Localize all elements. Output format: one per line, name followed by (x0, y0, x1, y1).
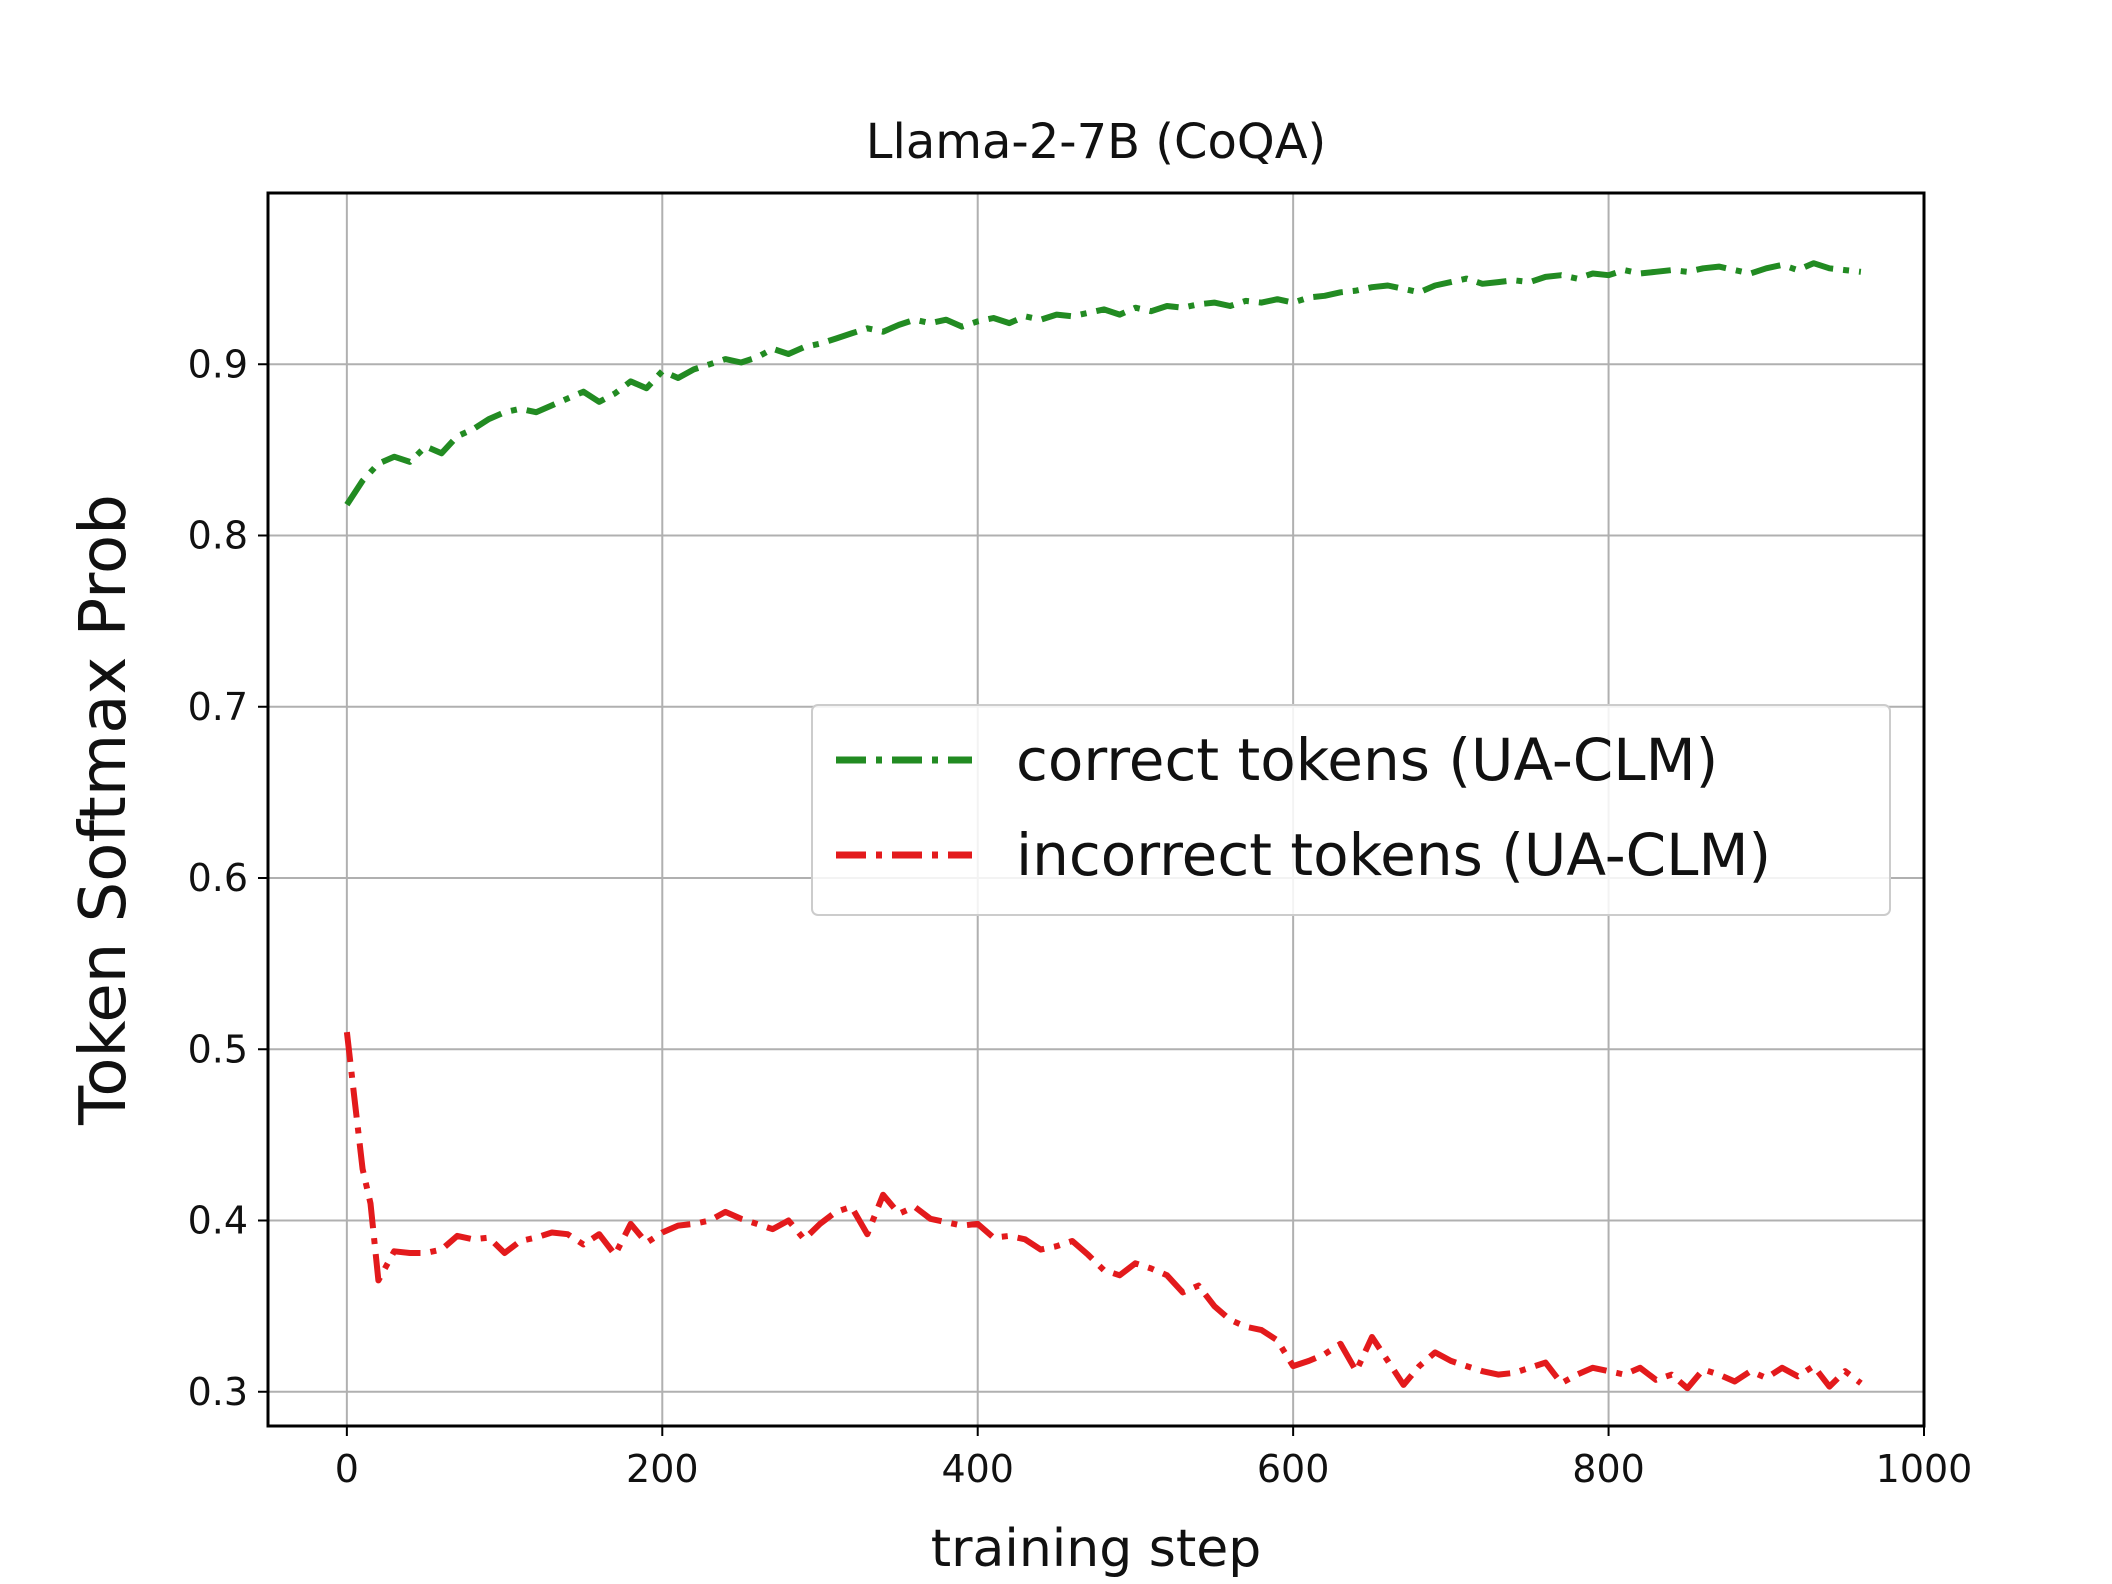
legend: correct tokens (UA-CLM) incorrect tokens… (811, 704, 1891, 916)
axis-ticks: 0 200 400 600 800 1000 0.3 0.4 0.5 0.6 0.7 0.8 0.9 (188, 342, 1973, 1491)
y-tick-label: 0.7 (188, 685, 248, 729)
chart-title: Llama-2-7B (CoQA) (866, 114, 1327, 170)
x-tick-label: 1000 (1876, 1447, 1973, 1491)
legend-box (811, 704, 1891, 916)
y-tick-label: 0.4 (188, 1199, 248, 1243)
y-axis-title: Token Softmax Prob (67, 494, 141, 1126)
x-tick-label: 800 (1572, 1447, 1645, 1491)
plot-frame (266, 191, 1926, 1428)
legend-label-incorrect: incorrect tokens (UA-CLM) (1016, 821, 1771, 889)
x-tick-label: 200 (626, 1447, 699, 1491)
y-tick-label: 0.8 (188, 514, 248, 558)
x-axis-title: training step (931, 1519, 1261, 1579)
y-tick-label: 0.3 (188, 1370, 248, 1414)
series-line-incorrect (343, 1031, 1863, 1392)
series-line-correct (344, 260, 1862, 507)
x-tick-label: 600 (1257, 1447, 1330, 1491)
y-tick-label: 0.9 (188, 342, 248, 386)
x-tick-label: 0 (335, 1447, 359, 1491)
legend-label-correct: correct tokens (UA-CLM) (1016, 726, 1718, 794)
y-tick-label: 0.6 (188, 856, 248, 900)
series-lines (343, 260, 1863, 1392)
y-tick-label: 0.5 (188, 1027, 248, 1071)
x-tick-label: 400 (941, 1447, 1014, 1491)
